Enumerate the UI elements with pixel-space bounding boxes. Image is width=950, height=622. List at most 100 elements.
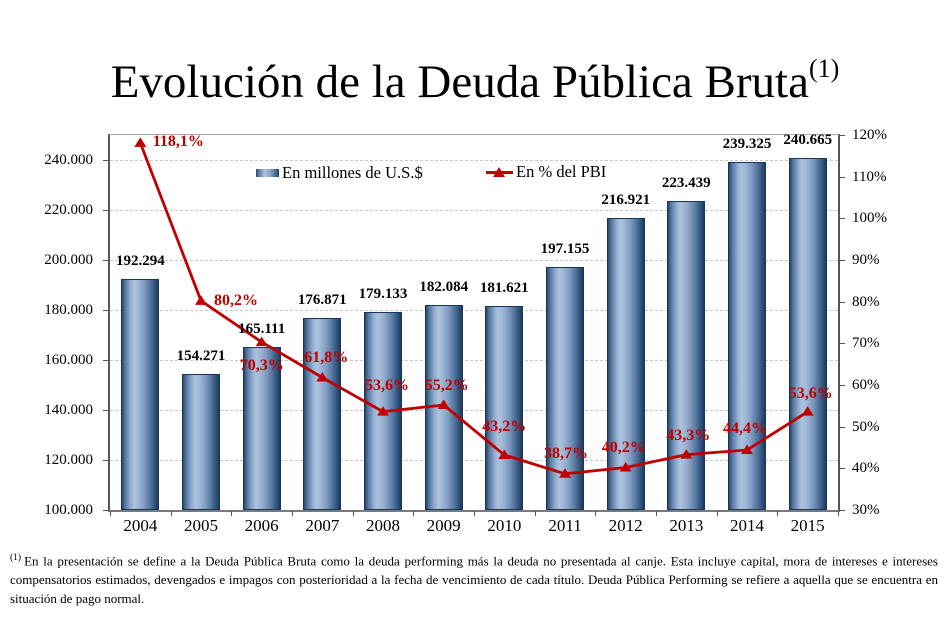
x-axis-label-2008: 2008 [366,516,401,535]
bar-2005 [182,374,220,510]
x-axis-label-2011: 2011 [548,516,582,535]
right-axis-tick-label: 60% [852,377,880,393]
left-axis-tick-mark [103,210,108,211]
right-axis-tick-label: 100% [852,210,887,227]
right-axis-tick-mark [840,468,845,470]
x-axis-tick-mark [352,511,354,516]
pbi-value-label: 70,3% [239,357,284,375]
right-axis-tick-mark [840,176,845,178]
bar-value-label: 176.871 [297,291,347,308]
pbi-value-label: 53,6% [788,384,833,402]
bar-value-label: 181.621 [479,279,529,296]
right-axis-tick-mark [840,218,845,220]
x-axis-label-2010: 2010 [487,516,522,535]
gridline [110,460,838,461]
bar-value-label: 216.921 [601,191,651,208]
right-axis-tick-label: 30% [852,502,880,518]
right-axis-tick-label: 70% [852,335,880,352]
pbi-value-label: 43,3% [666,426,711,444]
left-axis-tick-mark [103,410,108,411]
right-axis-tick-mark [840,260,845,261]
x-axis-label-2004: 2004 [123,516,158,535]
x-axis-tick-mark [413,511,415,516]
gridline [110,210,838,211]
right-axis-tick-mark [840,135,845,136]
footnote-text: En la presentación se define a la Deuda … [10,553,938,607]
right-axis-tick-mark [840,426,845,428]
pbi-value-label: 44,4% [723,420,767,437]
x-axis-tick-mark [838,511,839,516]
x-axis-label-2007: 2007 [305,516,340,535]
right-axis-tick-mark [840,301,845,303]
chart-title-text: Evolución de la Deuda Pública Bruta [110,56,809,109]
x-axis-tick-mark [231,511,233,516]
bar-2010 [485,305,524,510]
right-axis-tick-mark [840,343,845,345]
left-axis-tick-label: 180.000 [44,302,93,318]
bar-value-label: 182.084 [419,278,469,295]
x-axis-label-2009: 2009 [426,516,461,535]
bar-2004 [121,279,160,510]
pbi-value-label: 118,1% [152,132,204,150]
bar-value-label: 223.439 [661,175,711,192]
legend-bars-label: En millones de U.S.$ [282,163,423,182]
chart-title: Evolución de la Deuda Pública Bruta(1) [0,53,950,111]
left-axis-tick-mark [103,160,108,161]
pbi-value-label: 43,2% [482,418,527,435]
pbi-value-label: 40,2% [601,438,646,456]
right-axis-tick-label: 40% [852,460,880,477]
gridline [110,310,838,311]
pbi-value-label: 38,7% [544,444,588,462]
legend-item-bars: En millones de U.S.$ [256,163,423,183]
x-axis-tick-mark [777,511,779,516]
bar-value-label: 179.133 [358,286,408,303]
bar-value-label: 165.111 [238,321,286,338]
pbi-marker-2014-icon [741,444,753,454]
pbi-value-label: 55,2% [424,377,469,394]
x-axis-tick-mark [595,511,597,516]
pbi-value-label: 61,8% [304,348,349,366]
left-axis-tick-mark [103,460,108,461]
left-axis-tick-mark [103,260,108,261]
left-axis-tick-label: 120.000 [44,452,93,468]
x-axis-label-2005: 2005 [184,516,219,535]
x-axis-tick-mark [170,511,172,516]
legend-item-line: En % del PBI [486,162,606,182]
bar-2007 [303,317,342,510]
x-axis-label-2014: 2014 [730,516,765,535]
pbi-marker-2006-icon [255,336,268,347]
pbi-marker-2010-icon [498,449,511,459]
pbi-marker-2007-icon [316,372,329,382]
line-series-marker-icon [486,166,513,178]
bar-value-label: 197.155 [540,241,590,258]
x-axis-label-2013: 2013 [669,516,704,535]
bar-2006 [242,347,281,510]
x-axis-label-2006: 2006 [244,516,279,535]
right-axis-tick-mark [840,385,845,386]
left-axis-tick-mark [103,510,108,511]
pbi-marker-2004-icon [134,137,147,147]
x-axis-tick-mark [656,511,657,516]
legend-line-label: En % del PBI [516,162,607,181]
gridline [110,360,838,361]
pbi-marker-2009-icon [437,399,450,409]
left-axis-tick-label: 100.000 [44,502,93,518]
pbi-value-label: 53,6% [365,376,409,394]
left-axis-tick-label: 140.000 [44,402,93,418]
x-axis-label-2015: 2015 [790,516,825,535]
x-axis-label-2012: 2012 [608,516,643,535]
right-axis-tick-label: 80% [852,293,880,310]
left-axis-tick-label: 240.000 [44,152,93,168]
x-axis-tick-mark [292,511,293,516]
bar-value-label: 192.294 [115,253,165,270]
left-axis-tick-mark [103,360,108,361]
gridline [110,410,838,411]
x-axis-tick-mark [534,511,536,516]
gridline [110,260,838,261]
left-axis-tick-label: 200.000 [44,252,93,268]
left-axis-tick-label: 160.000 [44,352,93,368]
x-axis-tick-mark [110,511,111,516]
pbi-marker-2015-icon [801,406,814,416]
pbi-line [138,142,809,476]
